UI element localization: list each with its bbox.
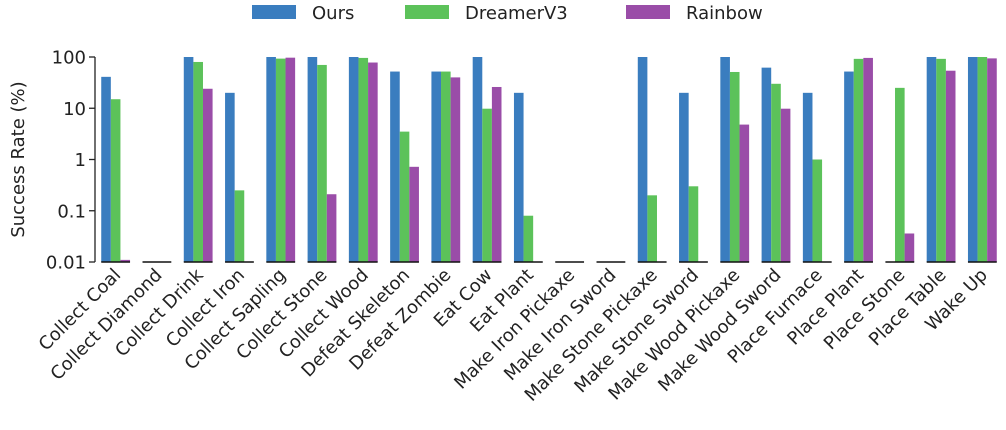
y-tick-label: 1: [75, 150, 86, 171]
bar-dreamerv3: [110, 99, 121, 262]
y-tick-label: 10: [63, 99, 86, 120]
bar-ours: [101, 76, 111, 263]
bar-rainbow: [863, 57, 873, 262]
bar-dreamerv3: [771, 83, 781, 262]
bar-dreamerv3: [936, 58, 946, 263]
bar-rainbow: [202, 88, 213, 262]
bars: [101, 57, 997, 263]
bar-ours: [761, 67, 772, 262]
bar-dreamerv3: [812, 159, 823, 262]
bar-dreamerv3: [688, 186, 699, 262]
bar-dreamerv3: [399, 131, 410, 262]
bar-ours: [720, 57, 730, 262]
legend-label: Ours: [312, 3, 354, 24]
bar-ours: [307, 57, 318, 262]
legend-swatch-ours: [252, 5, 296, 19]
bar-ours: [844, 71, 854, 262]
bar-dreamerv3: [853, 58, 864, 263]
bar-rainbow: [450, 77, 461, 262]
bar-dreamerv3: [441, 71, 451, 262]
bar-dreamerv3: [977, 57, 988, 262]
bar-ours: [637, 57, 648, 262]
bar-dreamerv3: [193, 61, 203, 262]
bar-dreamerv3: [482, 108, 492, 262]
bar-ours: [802, 92, 813, 263]
bar-rainbow: [780, 108, 791, 262]
bar-rainbow: [285, 57, 296, 262]
bar-rainbow: [120, 259, 131, 262]
bar-dreamerv3: [523, 215, 534, 262]
bar-dreamerv3: [895, 87, 905, 262]
bar-ours: [183, 57, 194, 262]
y-axis-label: Success Rate (%): [8, 81, 29, 237]
bar-ours: [967, 57, 978, 262]
y-tick-label: 100: [52, 48, 86, 69]
bar-dreamerv3: [358, 57, 369, 262]
legend-swatch-dreamerv3: [405, 5, 449, 19]
bar-rainbow: [326, 194, 337, 262]
bar-ours: [679, 92, 689, 263]
bar-rainbow: [739, 124, 750, 262]
bar-ours: [348, 57, 359, 262]
bar-dreamerv3: [234, 190, 245, 262]
bar-ours: [225, 92, 235, 263]
legend-swatch-rainbow: [626, 5, 670, 19]
y-ticks: 0.01 0.1 1 10 100: [46, 48, 95, 274]
bar-rainbow: [491, 86, 502, 263]
bar-rainbow: [945, 70, 956, 263]
bar-ours: [431, 71, 442, 262]
bar-ours: [266, 57, 276, 262]
bar-dreamerv3: [647, 195, 657, 262]
y-tick-label: 0.1: [57, 201, 86, 222]
bar-rainbow: [904, 233, 915, 262]
bar-rainbow: [368, 62, 378, 262]
bar-ours: [513, 92, 524, 263]
bar-ours: [926, 57, 937, 262]
bar-ours: [472, 57, 483, 262]
bar-dreamerv3: [317, 64, 327, 263]
bar-ours: [390, 71, 400, 262]
bar-dreamerv3: [729, 71, 740, 262]
bar-rainbow: [987, 58, 997, 262]
bar-rainbow: [409, 166, 419, 262]
bar-dreamerv3: [275, 58, 286, 262]
legend-label: DreamerV3: [465, 3, 568, 24]
legend-label: Rainbow: [686, 3, 763, 24]
y-tick-label: 0.01: [46, 253, 86, 274]
legend: Ours DreamerV3 Rainbow: [252, 3, 763, 24]
